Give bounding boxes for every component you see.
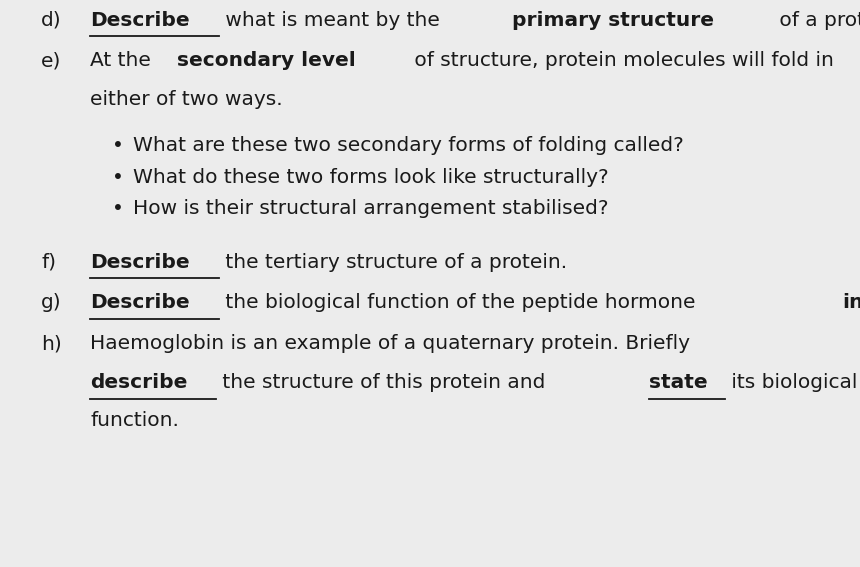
Text: What do these two forms look like structurally?: What do these two forms look like struct… — [133, 168, 609, 187]
Text: its biological: its biological — [725, 373, 857, 392]
Text: what is meant by the: what is meant by the — [218, 11, 446, 29]
Text: Describe: Describe — [90, 11, 190, 29]
Text: •: • — [112, 137, 124, 155]
Text: the structure of this protein and: the structure of this protein and — [216, 373, 552, 392]
Text: the biological function of the peptide hormone: the biological function of the peptide h… — [218, 294, 702, 312]
Text: secondary level: secondary level — [177, 52, 356, 70]
Text: state: state — [649, 373, 708, 392]
Text: Describe: Describe — [90, 253, 190, 272]
Text: of a protein?: of a protein? — [773, 11, 860, 29]
Text: At the: At the — [90, 52, 157, 70]
Text: f): f) — [41, 253, 56, 272]
Text: g): g) — [41, 294, 62, 312]
Text: Haemoglobin is an example of a quaternary protein. Briefly: Haemoglobin is an example of a quaternar… — [90, 335, 691, 353]
Text: insulin.: insulin. — [842, 294, 860, 312]
Text: describe: describe — [90, 373, 187, 392]
Text: either of two ways.: either of two ways. — [90, 90, 283, 109]
Text: Describe: Describe — [90, 294, 190, 312]
Text: •: • — [112, 199, 124, 218]
Text: the tertiary structure of a protein.: the tertiary structure of a protein. — [218, 253, 567, 272]
Text: of structure, protein molecules will fold in: of structure, protein molecules will fol… — [408, 52, 833, 70]
Text: e): e) — [41, 52, 62, 70]
Text: •: • — [112, 168, 124, 187]
Text: How is their structural arrangement stabilised?: How is their structural arrangement stab… — [133, 199, 609, 218]
Text: function.: function. — [90, 412, 179, 430]
Text: primary structure: primary structure — [512, 11, 714, 29]
Text: h): h) — [41, 335, 62, 353]
Text: d): d) — [41, 11, 62, 29]
Text: What are these two secondary forms of folding called?: What are these two secondary forms of fo… — [133, 137, 684, 155]
